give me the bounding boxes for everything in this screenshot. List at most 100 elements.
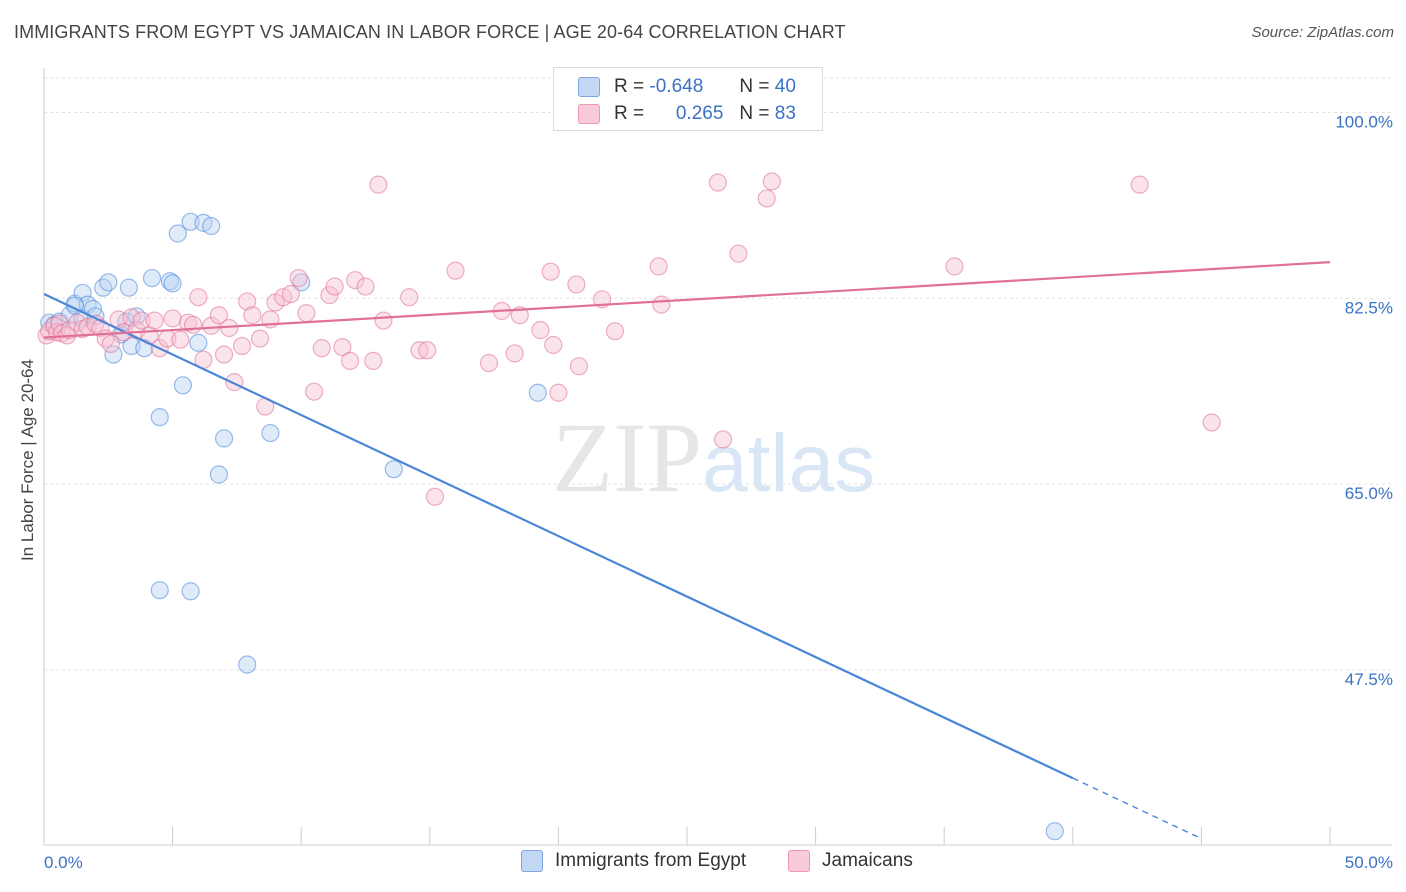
jamaican-point <box>356 277 375 296</box>
jamaican-point <box>225 373 244 392</box>
egypt-point <box>1045 822 1064 841</box>
egypt-point <box>119 278 138 297</box>
jamaican-point <box>505 344 524 363</box>
jamaican-point <box>410 341 429 360</box>
x-tick-label-max: 50.0% <box>1345 853 1393 872</box>
trend-lines <box>43 261 1331 840</box>
egypt-point <box>168 224 187 243</box>
egypt-point <box>238 655 257 674</box>
egypt-point <box>202 216 221 236</box>
x-tick-label-min: 0.0% <box>44 853 83 872</box>
jamaican-point <box>304 382 324 401</box>
jamaican-point <box>945 257 964 276</box>
jamaican-point <box>289 268 308 288</box>
legend-r-label: R = <box>614 76 645 97</box>
chart-title: IMMIGRANTS FROM EGYPT VS JAMAICAN IN LAB… <box>14 22 846 42</box>
jamaican-point <box>60 321 79 340</box>
jamaican-point <box>418 341 437 360</box>
jamaican-point <box>184 315 203 334</box>
jamaican-point <box>713 430 733 449</box>
series-swatch-egypt <box>521 850 543 872</box>
jamaican-point <box>333 337 352 357</box>
jamaican-point <box>762 172 781 191</box>
watermark-atlas: atlas <box>702 418 876 509</box>
legend-n-label: N = <box>739 103 770 124</box>
jamaican-point <box>346 271 365 290</box>
jamaican-point <box>101 334 120 354</box>
jamaican-point <box>171 330 190 349</box>
y-tick-label: 47.5% <box>1345 670 1393 689</box>
jamaican-point <box>425 487 445 506</box>
legend-row-egypt: R = -0.648 N = 40 <box>578 74 796 100</box>
series-label-jamaican: Jamaicans <box>822 850 913 871</box>
legend-r-value: -0.648 <box>649 76 704 97</box>
egypt-point <box>94 278 113 297</box>
jamaican-point <box>214 345 234 364</box>
watermark-zip: ZIP <box>552 402 702 513</box>
jamaican-point <box>569 357 589 376</box>
jamaican-point <box>531 321 550 340</box>
jamaican-point <box>374 311 393 330</box>
jamaican-point <box>243 306 262 325</box>
egypt-trend-line <box>43 293 1074 780</box>
egypt-points <box>40 212 1064 841</box>
legend-row-jamaican: R = 0.265 N = 83 <box>578 101 796 127</box>
y-tick-label: 100.0% <box>1335 112 1393 131</box>
egypt-point <box>150 408 169 427</box>
legend-n-label: N = <box>739 76 770 97</box>
jamaican-trend-line <box>43 261 1331 339</box>
jamaican-point <box>757 189 776 208</box>
series-label-egypt: Immigrants from Egypt <box>555 850 747 871</box>
jamaican-point <box>163 309 182 328</box>
jamaican-point <box>297 304 316 323</box>
jamaican-point <box>325 277 344 296</box>
jamaican-point <box>132 311 151 330</box>
jamaican-point <box>364 351 383 370</box>
jamaican-point <box>541 262 560 281</box>
series-swatch-jamaican <box>788 850 810 872</box>
jamaican-point <box>400 288 419 307</box>
watermark: ZIPatlas <box>552 400 875 515</box>
jamaican-point <box>649 257 668 276</box>
egypt-point <box>181 582 200 601</box>
jamaican-point <box>567 275 586 294</box>
jamaican-point <box>708 173 727 192</box>
jamaican-point <box>729 244 748 263</box>
jamaican-points <box>37 172 1221 506</box>
legend-swatch-jamaican <box>578 104 600 124</box>
egypt-point <box>160 272 180 291</box>
jamaican-point <box>549 383 568 402</box>
series-legend-egypt: Immigrants from Egypt <box>521 850 746 872</box>
egypt-point <box>181 212 200 231</box>
tick-labels: 100.0% 82.5% 65.0% 47.5% 0.0% 50.0% <box>44 112 1393 872</box>
jamaican-point <box>652 295 671 314</box>
y-tick-label: 65.0% <box>1345 484 1393 503</box>
egypt-point <box>163 274 182 293</box>
jamaican-point <box>605 322 625 341</box>
egypt-point <box>209 465 228 484</box>
jamaican-point <box>369 175 388 194</box>
axes <box>43 68 1392 846</box>
egypt-point <box>173 376 192 395</box>
egypt-point <box>528 383 547 402</box>
legend-swatch-egypt <box>578 77 600 97</box>
legend-n-value: 40 <box>774 76 796 97</box>
jamaican-point <box>479 353 499 373</box>
egypt-point <box>150 581 169 600</box>
egypt-point <box>99 273 118 292</box>
jamaican-point <box>312 339 331 358</box>
jamaican-point <box>250 329 270 348</box>
jamaican-point <box>232 336 252 356</box>
jamaican-point <box>281 284 301 304</box>
egypt-point <box>261 423 280 443</box>
jamaican-point <box>145 311 164 330</box>
egypt-point <box>384 460 403 479</box>
egypt-point <box>214 429 234 448</box>
egypt-trend-extension <box>1072 777 1202 840</box>
legend-r-label: R = <box>614 103 645 124</box>
jamaican-point <box>340 351 360 370</box>
egypt-point <box>142 268 162 288</box>
y-tick-label: 82.5% <box>1345 298 1393 317</box>
jamaican-point <box>209 306 228 325</box>
